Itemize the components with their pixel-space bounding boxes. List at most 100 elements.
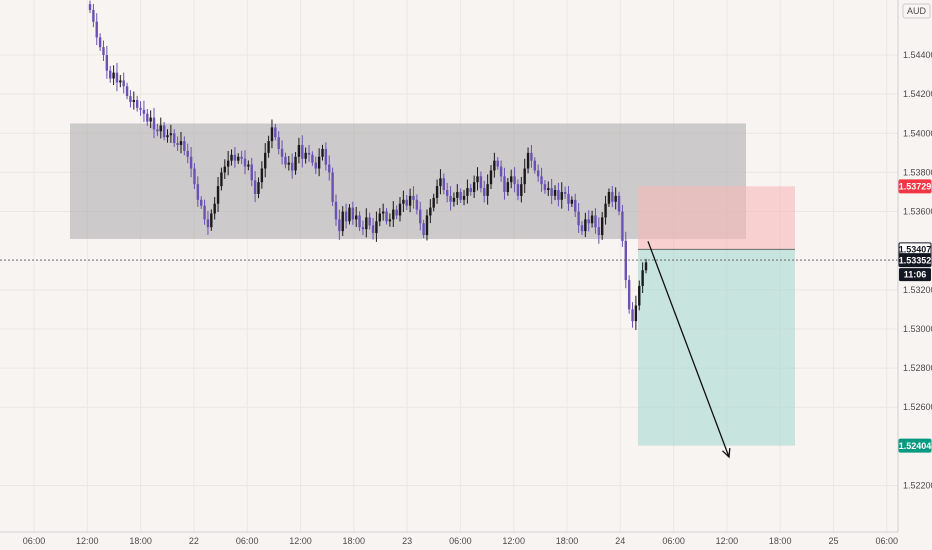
candle-body [105, 55, 109, 71]
candle-body [604, 203, 607, 218]
candle-body [459, 191, 462, 200]
currency-badge[interactable]: AUD [902, 3, 931, 19]
candle-body [237, 156, 240, 161]
time-tick-label: 22 [189, 536, 199, 546]
price-tick-label: 1.52600 [903, 402, 932, 412]
candle-body [523, 168, 526, 185]
candles [88, 0, 648, 330]
candle-body [472, 182, 476, 192]
candle-body [634, 305, 638, 322]
candle-body [304, 152, 307, 159]
candle-body [206, 219, 210, 228]
time-tick-label: 24 [615, 536, 625, 546]
price-tag-label: 1.53352 [899, 255, 932, 265]
candle-body [152, 117, 156, 130]
time-tick-label: 12:00 [716, 536, 739, 546]
candle-body [301, 145, 304, 159]
candle-body [351, 207, 355, 220]
candle-body [156, 129, 159, 132]
candle-body [311, 154, 314, 163]
candle-body [294, 156, 297, 171]
candle-body [617, 195, 621, 212]
candle-body [233, 154, 237, 161]
price-tick-label: 1.53600 [903, 207, 932, 217]
candle-body [392, 209, 395, 220]
trend-arrow[interactable] [647, 241, 731, 459]
candle-body [536, 170, 540, 177]
candle-body [213, 203, 216, 214]
candle-body [405, 199, 408, 206]
candle-body [260, 168, 264, 183]
time-tick-label: 12:00 [289, 536, 312, 546]
candle-body [590, 215, 594, 224]
candle-body [129, 96, 132, 102]
candle-body [584, 219, 587, 232]
candle-body [580, 225, 584, 232]
time-tick-label: 18:00 [556, 536, 579, 546]
candle-body [277, 137, 280, 149]
candle-body [226, 160, 230, 167]
candle-body [533, 160, 536, 171]
candle-body [210, 213, 213, 228]
range-box[interactable] [70, 123, 746, 239]
candle-body [196, 184, 200, 200]
candle-body [520, 184, 523, 196]
candle-body [540, 176, 543, 185]
candle-body [321, 148, 324, 157]
time-tick-label: 12:00 [502, 536, 525, 546]
candle-body [378, 213, 381, 222]
candle-body [516, 184, 520, 196]
price-tag-label: 1.53407 [899, 245, 932, 255]
time-axis[interactable] [0, 531, 932, 550]
candle-body [489, 170, 493, 185]
arrow-line [647, 241, 730, 458]
candle-body [631, 309, 634, 322]
candle-body [264, 152, 267, 169]
candle-body [183, 141, 186, 151]
candle-body [381, 211, 385, 214]
candle-body [109, 70, 112, 79]
candle-body [530, 152, 533, 161]
candle-body [543, 184, 547, 191]
candle-body [375, 221, 378, 234]
candle-body [442, 178, 446, 191]
candle-body [287, 162, 291, 165]
candle-body [449, 195, 452, 202]
candle-body [597, 227, 601, 236]
price-tick-label: 1.54000 [903, 128, 932, 138]
stop-loss-zone[interactable] [638, 186, 795, 250]
price-tag-label: 1.53729 [899, 182, 932, 192]
candle-body [119, 80, 122, 83]
candle-body [284, 156, 287, 165]
candle-body [88, 4, 92, 10]
candle-body [98, 37, 102, 48]
candle-body [280, 148, 284, 157]
arrow-head [722, 447, 731, 459]
candle-body [570, 199, 574, 204]
candle-body [486, 184, 489, 196]
time-tick-label: 18:00 [769, 536, 792, 546]
candle-body [371, 225, 375, 234]
candle-body [503, 176, 506, 192]
time-tick-labels: 06:00 12:00 18:00 22 06:00 12:00 18:00 23 06:00 1… [23, 536, 898, 546]
candle-body [135, 100, 139, 108]
candle-body [365, 217, 368, 230]
candle-body [621, 211, 624, 241]
candle-body [415, 199, 419, 210]
candle-body [358, 215, 361, 228]
candle-body [526, 152, 530, 169]
candle-body [483, 188, 486, 196]
price-tag: 1.52404 [898, 438, 932, 453]
candle-body [510, 176, 513, 183]
candle-body [553, 190, 557, 196]
candle-body [435, 186, 439, 198]
candle-body [230, 154, 233, 161]
candle-body [594, 215, 597, 228]
candle-body [560, 191, 563, 200]
price-tick-label: 1.54200 [903, 89, 932, 99]
candle-body [139, 107, 142, 110]
take-profit-zone[interactable] [638, 249, 795, 446]
time-tick-label: 18:00 [343, 536, 366, 546]
candle-body [344, 211, 348, 222]
